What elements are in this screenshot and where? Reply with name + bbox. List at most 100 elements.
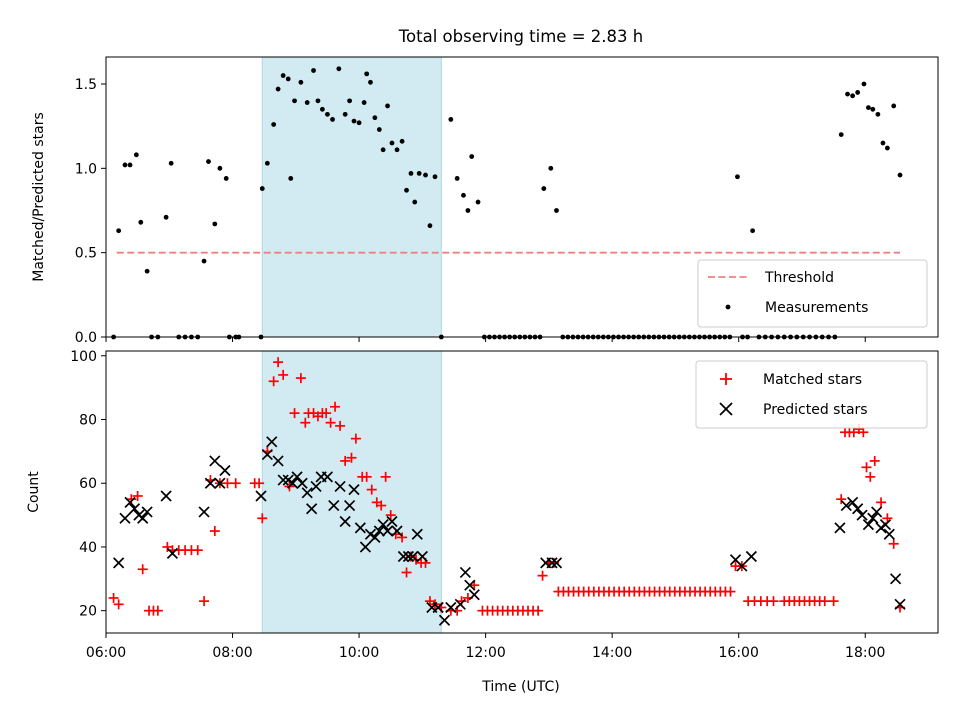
measurement-point <box>304 100 310 105</box>
predicted-point <box>459 566 471 579</box>
matched-point <box>865 471 876 482</box>
top-y-tick-label: 1.0 <box>75 161 97 177</box>
matched-point <box>725 586 736 597</box>
matched-points <box>108 357 906 616</box>
measurement-point <box>399 138 405 144</box>
measurement-point <box>548 165 554 171</box>
predicted-point <box>119 512 131 524</box>
measurement-point <box>315 98 321 104</box>
figure-title: Total observing time = 2.83 h <box>398 27 643 46</box>
matched-point <box>869 455 880 466</box>
bottom-y-tick-label: 20 <box>79 604 97 620</box>
predicted-point <box>219 464 231 477</box>
matched-point <box>330 401 341 412</box>
matched-point <box>380 471 391 482</box>
predicted-point <box>377 519 389 531</box>
predicted-point <box>879 519 892 531</box>
measurement-point <box>361 100 367 105</box>
measurement-point <box>217 165 223 171</box>
measurement-point <box>416 170 422 176</box>
bottom-y-tick-label: 40 <box>79 540 97 556</box>
matched-point <box>230 478 241 489</box>
measurement-point <box>122 162 128 168</box>
predicted-point <box>310 480 322 493</box>
measurement-point <box>330 117 335 122</box>
bottom-y-tick-label: 100 <box>70 349 97 365</box>
top-panel: 0.0 0.5 1.0 1.5 Matched/Predicted stars Thr… <box>31 56 939 346</box>
measurement-point <box>861 81 867 87</box>
top-legend: Threshold Measurements <box>697 259 928 328</box>
measurement-point <box>144 268 150 274</box>
matched-point <box>325 417 336 428</box>
measurement-point <box>342 111 348 117</box>
predicted-point <box>321 471 334 483</box>
predicted-point <box>348 484 360 496</box>
measurement-point <box>212 221 218 227</box>
measurement-point <box>133 152 139 158</box>
legend-matched-swatch <box>720 373 732 385</box>
measurement-point <box>541 186 547 191</box>
predicted-point <box>277 474 289 486</box>
predicted-point <box>468 589 480 601</box>
predicted-point <box>166 547 179 559</box>
measurement-point <box>288 176 294 181</box>
matched-point <box>300 417 311 428</box>
measurement-point <box>850 93 855 99</box>
matched-point <box>278 369 289 380</box>
predicted-point <box>386 515 398 528</box>
matched-point <box>108 592 119 603</box>
measurement-point <box>259 186 265 191</box>
x-tick-label: 16:00 <box>719 645 759 661</box>
predicted-point <box>846 496 859 508</box>
matched-point <box>335 420 346 431</box>
bottom-panel: 20 40 60 80 100 06:00 08:00 10:00 12:00 14:00 16:… <box>26 349 939 695</box>
measurement-point <box>275 86 281 92</box>
measurement-point <box>298 79 304 85</box>
predicted-point <box>840 499 852 512</box>
matched-point <box>289 408 300 419</box>
measurement-point <box>372 115 378 121</box>
predicted-point <box>397 550 409 563</box>
measurement-point <box>163 214 169 220</box>
measurement-point <box>412 199 418 205</box>
matched-point <box>366 484 377 495</box>
predicted-point <box>359 541 372 553</box>
matched-point <box>340 455 351 466</box>
bottom-y-axis-label: Count <box>26 471 42 513</box>
predicted-point <box>266 436 278 448</box>
measurement-point <box>280 73 286 78</box>
measurement-point <box>394 147 400 153</box>
predicted-point <box>867 512 879 524</box>
predicted-point <box>198 506 210 518</box>
measurement-point <box>292 98 297 104</box>
predicted-point <box>261 448 273 461</box>
predicted-point <box>736 560 748 572</box>
x-tick-label: 12:00 <box>465 645 505 661</box>
predicted-point <box>137 512 149 524</box>
matched-point <box>137 564 148 575</box>
matched-point <box>152 605 163 616</box>
measurement-point <box>454 176 460 181</box>
predicted-point <box>883 528 895 540</box>
measurement-point <box>336 66 342 72</box>
matched-point <box>254 478 265 489</box>
measurement-point <box>469 154 475 159</box>
matched-point <box>192 545 203 556</box>
measurement-point <box>376 127 382 132</box>
predicted-point <box>856 509 868 521</box>
legend-measurements-swatch <box>725 304 731 310</box>
matched-point <box>858 427 869 438</box>
measurement-point <box>427 223 433 229</box>
top-legend-frame <box>697 259 928 328</box>
matched-point <box>132 490 143 501</box>
measurement-point <box>423 172 428 178</box>
predicted-point <box>354 522 366 534</box>
top-y-ticks: 0.0 0.5 1.0 1.5 <box>75 77 106 346</box>
measurement-point <box>891 103 897 109</box>
matched-point <box>533 605 544 616</box>
predicted-point <box>546 557 558 569</box>
predicted-point <box>306 503 318 515</box>
predicted-point <box>852 503 864 515</box>
matched-point <box>376 500 387 511</box>
